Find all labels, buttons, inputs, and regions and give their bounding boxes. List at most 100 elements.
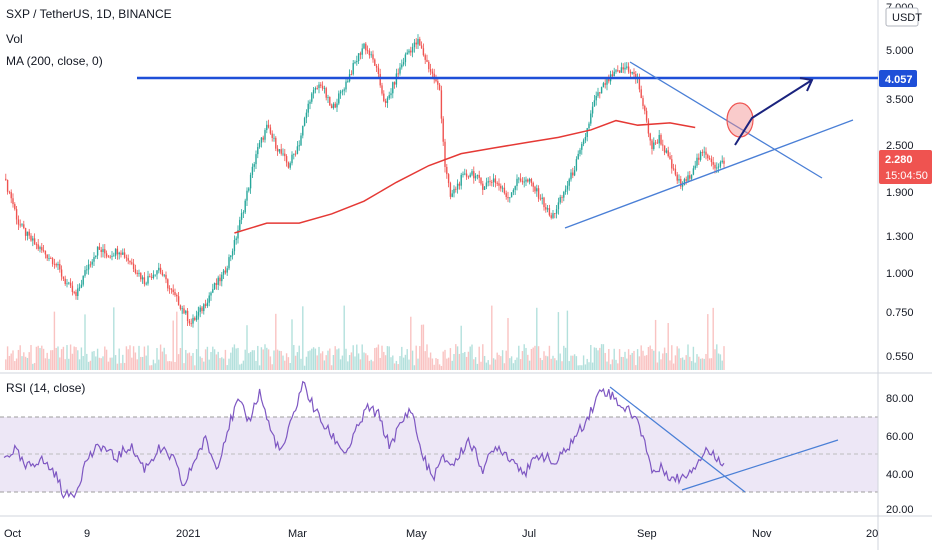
volume-legend[interactable]: Vol xyxy=(6,32,23,46)
volume-bar xyxy=(156,348,158,370)
candle xyxy=(474,173,477,181)
candle xyxy=(210,291,212,301)
volume-bar xyxy=(53,311,56,370)
candle xyxy=(118,251,120,260)
candle-body xyxy=(10,192,12,199)
candle-body xyxy=(402,62,405,65)
volume-bar xyxy=(271,364,273,370)
candle xyxy=(170,288,173,294)
breakout-circle[interactable] xyxy=(726,102,754,138)
candle-body xyxy=(492,178,495,183)
candle-body xyxy=(721,160,723,163)
volume-bar xyxy=(453,354,455,370)
candle xyxy=(532,181,534,193)
ma-legend[interactable]: MA (200, close, 0) xyxy=(6,54,103,68)
candle xyxy=(185,309,187,315)
candle-body xyxy=(512,189,515,193)
candle-body xyxy=(143,277,146,285)
candle xyxy=(408,48,410,55)
time-axis[interactable]: Oct 9 2021 Mar May Jul Sep Nov 20 xyxy=(4,528,878,540)
volume-bar xyxy=(195,349,198,370)
volume-bar xyxy=(345,348,347,370)
candle xyxy=(231,248,234,260)
price-tick: 1.900 xyxy=(886,187,914,199)
descending-trendline[interactable] xyxy=(629,61,823,179)
candle-body xyxy=(170,288,173,290)
candle xyxy=(69,278,72,288)
candle-body xyxy=(276,148,279,152)
candle xyxy=(221,271,223,287)
volume-bar xyxy=(586,358,588,370)
candle xyxy=(26,231,29,241)
rsi-ascending-trendline[interactable] xyxy=(681,439,839,491)
volume-bar xyxy=(129,345,131,370)
candle-body xyxy=(645,110,648,121)
candle xyxy=(237,225,239,244)
volume-bar xyxy=(469,346,471,370)
candle-body xyxy=(588,123,590,129)
volume-bar xyxy=(437,358,439,370)
candle-body xyxy=(156,270,158,275)
candle xyxy=(440,85,443,124)
candle-body xyxy=(476,175,479,176)
ascending-trendline[interactable] xyxy=(564,119,854,229)
volume-bar xyxy=(516,357,518,370)
candle-body xyxy=(190,323,192,325)
price-tick: 3.500 xyxy=(886,94,914,106)
candle xyxy=(617,65,619,73)
candle-body xyxy=(552,213,554,218)
volume-bar xyxy=(667,323,669,370)
candle xyxy=(50,256,52,259)
candle-body xyxy=(671,159,673,169)
candle xyxy=(516,174,518,191)
volume-bar xyxy=(201,357,203,370)
volume-bar xyxy=(584,364,587,370)
candle xyxy=(527,178,529,183)
rsi-descending-trendline[interactable] xyxy=(609,386,746,493)
candle-body xyxy=(548,208,551,216)
candle xyxy=(165,271,167,284)
candle-body xyxy=(505,193,507,197)
volume-bar xyxy=(528,360,531,370)
projection-arrow[interactable] xyxy=(734,79,813,146)
volume-bar xyxy=(87,361,90,370)
candle xyxy=(150,273,153,280)
candle xyxy=(192,314,194,328)
volume-bar xyxy=(678,348,680,370)
symbol-legend[interactable]: SXP / TetherUS, 1D, BINANCE xyxy=(6,7,172,21)
candle xyxy=(543,196,545,211)
candle xyxy=(255,150,257,169)
candle xyxy=(491,179,493,187)
volume-bar xyxy=(48,358,50,370)
volume-bar xyxy=(141,356,144,370)
candle-body xyxy=(672,168,675,170)
candle-body xyxy=(183,308,185,314)
candle-body xyxy=(485,182,488,187)
price-axis[interactable]: 7.000 USDT 5.000 3.500 2.500 1.900 1.300… xyxy=(885,2,922,363)
candle xyxy=(503,182,506,195)
volume-bar xyxy=(669,360,671,370)
candle-body xyxy=(539,198,542,200)
volume-bar xyxy=(111,357,113,370)
candle-body xyxy=(51,258,54,264)
volume-bar xyxy=(84,314,86,370)
rsi-legend[interactable]: RSI (14, close) xyxy=(6,381,86,395)
candle-body xyxy=(240,213,243,220)
candle-body xyxy=(222,270,225,275)
candle xyxy=(455,186,457,193)
volume-bar xyxy=(226,365,228,370)
candle-body xyxy=(703,151,705,153)
candle-body xyxy=(287,162,290,168)
candle xyxy=(473,166,475,184)
candle-body xyxy=(89,264,92,266)
rsi-axis[interactable]: 80.00 60.00 40.00 20.00 xyxy=(886,393,914,516)
candle-body xyxy=(393,82,396,85)
candle xyxy=(109,254,111,259)
candle xyxy=(77,284,79,300)
candle-body xyxy=(550,215,552,218)
currency-badge[interactable] xyxy=(885,7,919,27)
volume-bar xyxy=(570,355,572,370)
candle-body xyxy=(404,54,407,63)
candle xyxy=(512,188,515,196)
